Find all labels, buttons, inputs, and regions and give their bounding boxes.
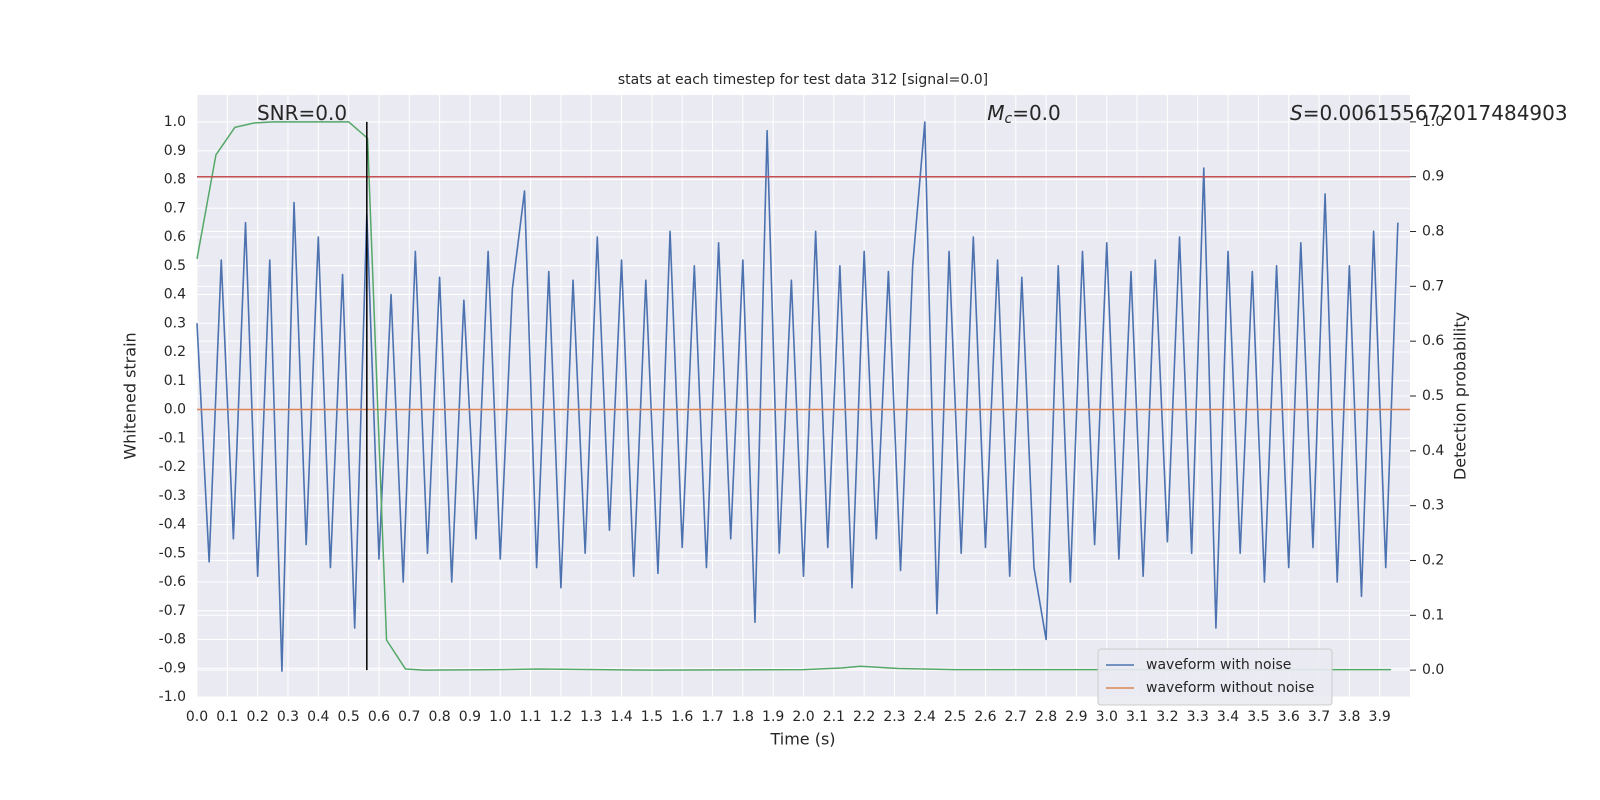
y2-tick-label: 0.1 (1422, 607, 1444, 623)
y2-tick-label: 0.0 (1422, 662, 1444, 678)
x-tick-label: 3.5 (1247, 709, 1269, 725)
x-tick-label: 1.6 (671, 709, 693, 725)
y-axis-label: Whitened strain (121, 332, 140, 459)
y-tick-label: -0.8 (159, 632, 186, 648)
annotation-symbol: M (987, 101, 1004, 125)
x-tick-label: 0.5 (337, 709, 359, 725)
y-tick-label: -0.7 (159, 603, 186, 619)
x-tick-label: 0.6 (368, 709, 390, 725)
annotation-text: =0.006155672017484903 (1303, 101, 1568, 125)
marks (196, 121, 1410, 672)
y2-axis-label: Detection probability (1451, 312, 1470, 480)
annotation: Mc=0.0 (987, 101, 1061, 128)
x-tick-label: 2.5 (944, 709, 966, 725)
y-tick-label: 0.7 (164, 200, 186, 216)
legend-label: waveform with noise (1146, 657, 1291, 673)
x-tick-label: 2.3 (883, 709, 905, 725)
y-tick-label: -0.2 (159, 459, 186, 475)
x-tick-label: 3.1 (1126, 709, 1148, 725)
annotation: SNR=0.0 (257, 101, 347, 125)
y-tick-label: -0.1 (159, 430, 186, 446)
x-tick-label: 1.7 (701, 709, 723, 725)
x-tick-label: 1.0 (489, 709, 511, 725)
y2-tick-label: 0.7 (1422, 278, 1444, 294)
series-line (196, 121, 1392, 671)
y-tick-label: -0.4 (159, 517, 186, 533)
x-tick-label: 0.4 (307, 709, 329, 725)
x-tick-label: 2.8 (1035, 709, 1057, 725)
x-tick-label: 3.7 (1308, 709, 1330, 725)
y-tick-label: 0.0 (164, 402, 186, 418)
x-tick-label: 1.1 (519, 709, 541, 725)
y2-tick-label: 0.4 (1422, 443, 1444, 459)
x-tick-label: 0.9 (459, 709, 481, 725)
y-tick-label: 0.3 (164, 315, 186, 331)
legend-label: waveform without noise (1146, 680, 1314, 696)
x-tick-label: 0.1 (216, 709, 238, 725)
x-tick-label: 2.2 (853, 709, 875, 725)
x-tick-label: 3.3 (1187, 709, 1209, 725)
x-tick-label: 1.4 (610, 709, 632, 725)
x-tick-label: 0.8 (428, 709, 450, 725)
annotation-subscript: c (1004, 111, 1012, 127)
series-line (196, 121, 1399, 672)
x-tick-label: 0.2 (247, 709, 269, 725)
annotation-symbol: S (1290, 101, 1303, 125)
x-tick-label: 2.0 (792, 709, 814, 725)
y2-tick-label: 0.8 (1422, 224, 1444, 240)
y-tick-label: 1.0 (164, 114, 186, 130)
x-axis-label: Time (s) (769, 730, 835, 749)
y-tick-label: 0.1 (164, 373, 186, 389)
x-tick-label: 3.0 (1096, 709, 1118, 725)
x-tick-label: 3.9 (1369, 709, 1391, 725)
annotation-text: =0.0 (1012, 101, 1061, 125)
y2-tick-label: 1.0 (1422, 114, 1444, 130)
y-tick-label: 0.5 (164, 258, 186, 274)
x-tick-label: 2.6 (974, 709, 996, 725)
x-tick-label: 1.5 (641, 709, 663, 725)
x-tick-label: 2.9 (1065, 709, 1087, 725)
x-tick-label: 1.8 (732, 709, 754, 725)
x-tick-label: 0.0 (186, 709, 208, 725)
x-tick-label: 2.1 (823, 709, 845, 725)
y-tick-label: -0.9 (159, 660, 186, 676)
x-tick-label: 3.4 (1217, 709, 1239, 725)
x-tick-label: 2.7 (1005, 709, 1027, 725)
y-tick-label: 0.9 (164, 143, 186, 159)
x-tick-label: 3.6 (1278, 709, 1300, 725)
y-tick-label: 0.4 (164, 287, 186, 303)
y-tick-label: 0.2 (164, 344, 186, 360)
annotation: S=0.006155672017484903 (1290, 101, 1568, 125)
chart-title: stats at each timestep for test data 312… (618, 72, 988, 88)
y2-tick-label: 0.9 (1422, 169, 1444, 185)
y-tick-label: 0.8 (164, 172, 186, 188)
annotations: SNR=0.0 Mc=0.0 S=0.006155672017484903 (257, 101, 1568, 128)
x-tick-label: 1.9 (762, 709, 784, 725)
x-tick-label: 1.2 (550, 709, 572, 725)
y-tick-label: -0.6 (159, 574, 186, 590)
legend: waveform with noise waveform without nois… (1097, 648, 1333, 706)
y-tick-label: -0.3 (159, 488, 186, 504)
annotation-text: SNR=0.0 (257, 101, 347, 125)
x-tick-label: 0.3 (277, 709, 299, 725)
y2-tick-label: 0.6 (1422, 333, 1444, 349)
x-tick-label: 1.3 (580, 709, 602, 725)
x-tick-label: 2.4 (914, 709, 936, 725)
y2-tick-label: 0.5 (1422, 388, 1444, 404)
y-tick-label: 0.6 (164, 229, 186, 245)
x-tick-label: 3.8 (1338, 709, 1360, 725)
y2-tick-label: 0.3 (1422, 498, 1444, 514)
y-tick-label: -1.0 (159, 689, 186, 705)
legend-box (1097, 648, 1333, 706)
x-tick-label: 0.7 (398, 709, 420, 725)
y-tick-label: -0.5 (159, 545, 186, 561)
x-tick-label: 3.2 (1156, 709, 1178, 725)
y2-tick-label: 0.2 (1422, 552, 1444, 568)
